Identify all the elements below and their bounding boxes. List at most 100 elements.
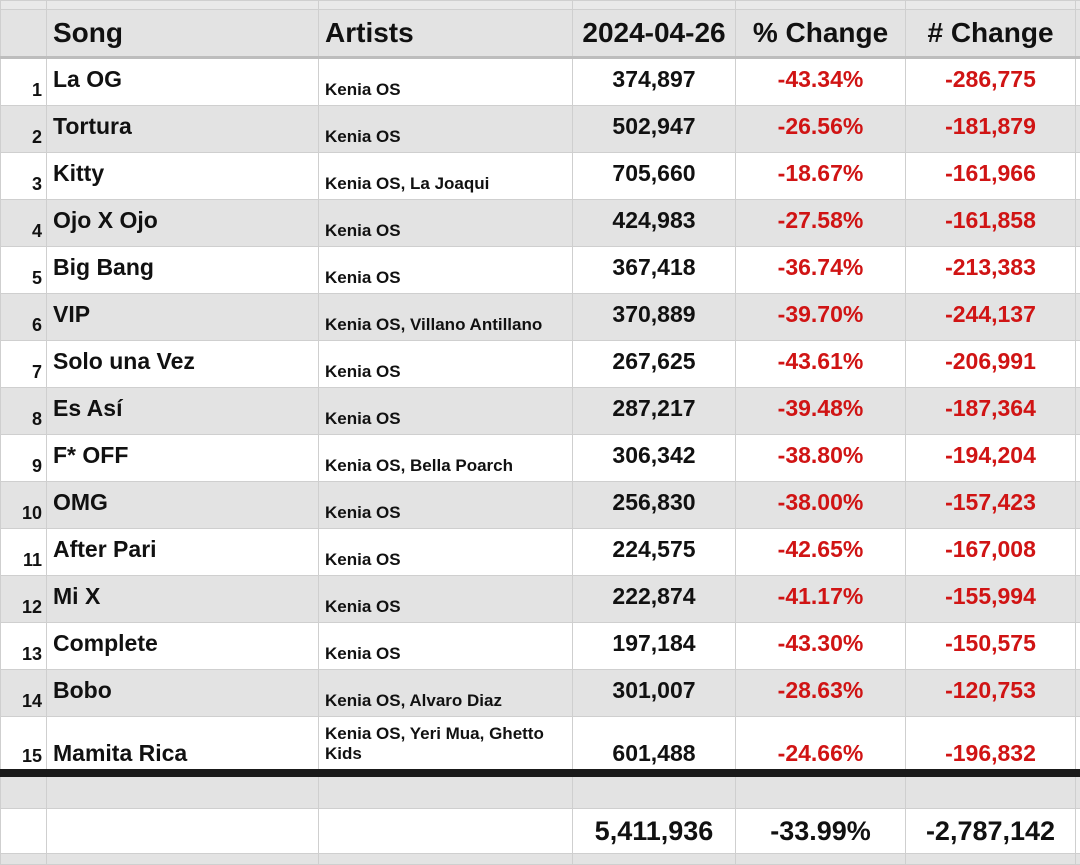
header-artists[interactable]: Artists [319,10,573,58]
streams-cell[interactable]: 301,007 [573,670,736,717]
header-extra-cell[interactable] [1076,10,1080,58]
song-cell[interactable]: Ojo X Ojo [47,200,319,247]
extra-cell[interactable] [1076,809,1080,854]
empty-cell[interactable] [47,772,319,809]
streams-cell[interactable]: 222,874 [573,576,736,623]
streams-cell[interactable]: 424,983 [573,200,736,247]
pct-change-cell[interactable]: -39.70% [736,294,906,341]
artists-cell[interactable]: Kenia OS, Villano Antillano [319,294,573,341]
extra-cell[interactable] [1076,623,1080,670]
pct-change-cell[interactable]: -43.61% [736,341,906,388]
pct-change-cell[interactable]: -41.17% [736,576,906,623]
song-cell[interactable]: La OG [47,58,319,106]
song-cell[interactable]: Solo una Vez [47,341,319,388]
streams-cell[interactable]: 267,625 [573,341,736,388]
rank-cell[interactable]: 10 [1,482,47,529]
song-cell[interactable]: Es Así [47,388,319,435]
empty-cell[interactable] [319,772,573,809]
rank-cell[interactable]: 13 [1,623,47,670]
extra-cell[interactable] [1076,294,1080,341]
song-cell[interactable]: Tortura [47,106,319,153]
abs-change-cell[interactable]: -244,137 [906,294,1076,341]
abs-change-cell[interactable]: -155,994 [906,576,1076,623]
streams-cell[interactable]: 197,184 [573,623,736,670]
abs-change-cell[interactable]: -120,753 [906,670,1076,717]
extra-cell[interactable] [1076,529,1080,576]
artists-cell[interactable]: Kenia OS, Bella Poarch [319,435,573,482]
streams-cell[interactable]: 601,488 [573,717,736,772]
extra-cell[interactable] [1076,247,1080,294]
artists-cell[interactable]: Kenia OS [319,106,573,153]
streams-cell[interactable]: 374,897 [573,58,736,106]
song-cell[interactable]: Mamita Rica [47,717,319,772]
pct-change-cell[interactable]: -18.67% [736,153,906,200]
pct-change-cell[interactable]: -26.56% [736,106,906,153]
song-cell[interactable]: F* OFF [47,435,319,482]
extra-cell[interactable] [1076,435,1080,482]
empty-cell[interactable] [736,772,906,809]
rank-cell[interactable]: 14 [1,670,47,717]
artists-cell[interactable]: Kenia OS [319,623,573,670]
extra-cell[interactable] [1076,200,1080,247]
header-date[interactable]: 2024-04-26 [573,10,736,58]
abs-change-cell[interactable]: -181,879 [906,106,1076,153]
streams-cell[interactable]: 287,217 [573,388,736,435]
header-song[interactable]: Song [47,10,319,58]
rank-cell[interactable]: 4 [1,200,47,247]
blank-row[interactable] [1,772,1080,809]
song-cell[interactable]: VIP [47,294,319,341]
song-cell[interactable]: Mi X [47,576,319,623]
empty-cell[interactable] [906,772,1076,809]
total-streams-cell[interactable]: 5,411,936 [573,809,736,854]
extra-cell[interactable] [1076,58,1080,106]
artists-cell[interactable]: Kenia OS [319,576,573,623]
extra-cell[interactable] [1076,341,1080,388]
artists-cell[interactable]: Kenia OS, Yeri Mua, Ghetto Kids [319,717,573,772]
rank-cell[interactable]: 2 [1,106,47,153]
streams-cell[interactable]: 502,947 [573,106,736,153]
extra-cell[interactable] [1076,153,1080,200]
abs-change-cell[interactable]: -157,423 [906,482,1076,529]
abs-change-cell[interactable]: -187,364 [906,388,1076,435]
rank-cell[interactable]: 5 [1,247,47,294]
rank-cell[interactable]: 12 [1,576,47,623]
abs-change-cell[interactable]: -161,858 [906,200,1076,247]
total-abs-change-cell[interactable]: -2,787,142 [906,809,1076,854]
pct-change-cell[interactable]: -38.00% [736,482,906,529]
pct-change-cell[interactable]: -27.58% [736,200,906,247]
artists-cell[interactable]: Kenia OS [319,482,573,529]
empty-cell[interactable] [1,772,47,809]
rank-cell[interactable]: 8 [1,388,47,435]
artists-cell[interactable]: Kenia OS, Alvaro Diaz [319,670,573,717]
empty-cell[interactable] [1076,772,1080,809]
extra-cell[interactable] [1076,576,1080,623]
rank-cell[interactable]: 9 [1,435,47,482]
streams-cell[interactable]: 256,830 [573,482,736,529]
streams-cell[interactable]: 224,575 [573,529,736,576]
artists-cell[interactable]: Kenia OS [319,341,573,388]
rank-cell[interactable]: 6 [1,294,47,341]
artists-cell[interactable]: Kenia OS [319,388,573,435]
song-cell[interactable]: Big Bang [47,247,319,294]
pct-change-cell[interactable]: -36.74% [736,247,906,294]
pct-change-cell[interactable]: -28.63% [736,670,906,717]
pct-change-cell[interactable]: -24.66% [736,717,906,772]
abs-change-cell[interactable]: -167,008 [906,529,1076,576]
song-cell[interactable]: Kitty [47,153,319,200]
pct-change-cell[interactable]: -42.65% [736,529,906,576]
header-abs-change[interactable]: # Change [906,10,1076,58]
empty-cell[interactable] [319,809,573,854]
